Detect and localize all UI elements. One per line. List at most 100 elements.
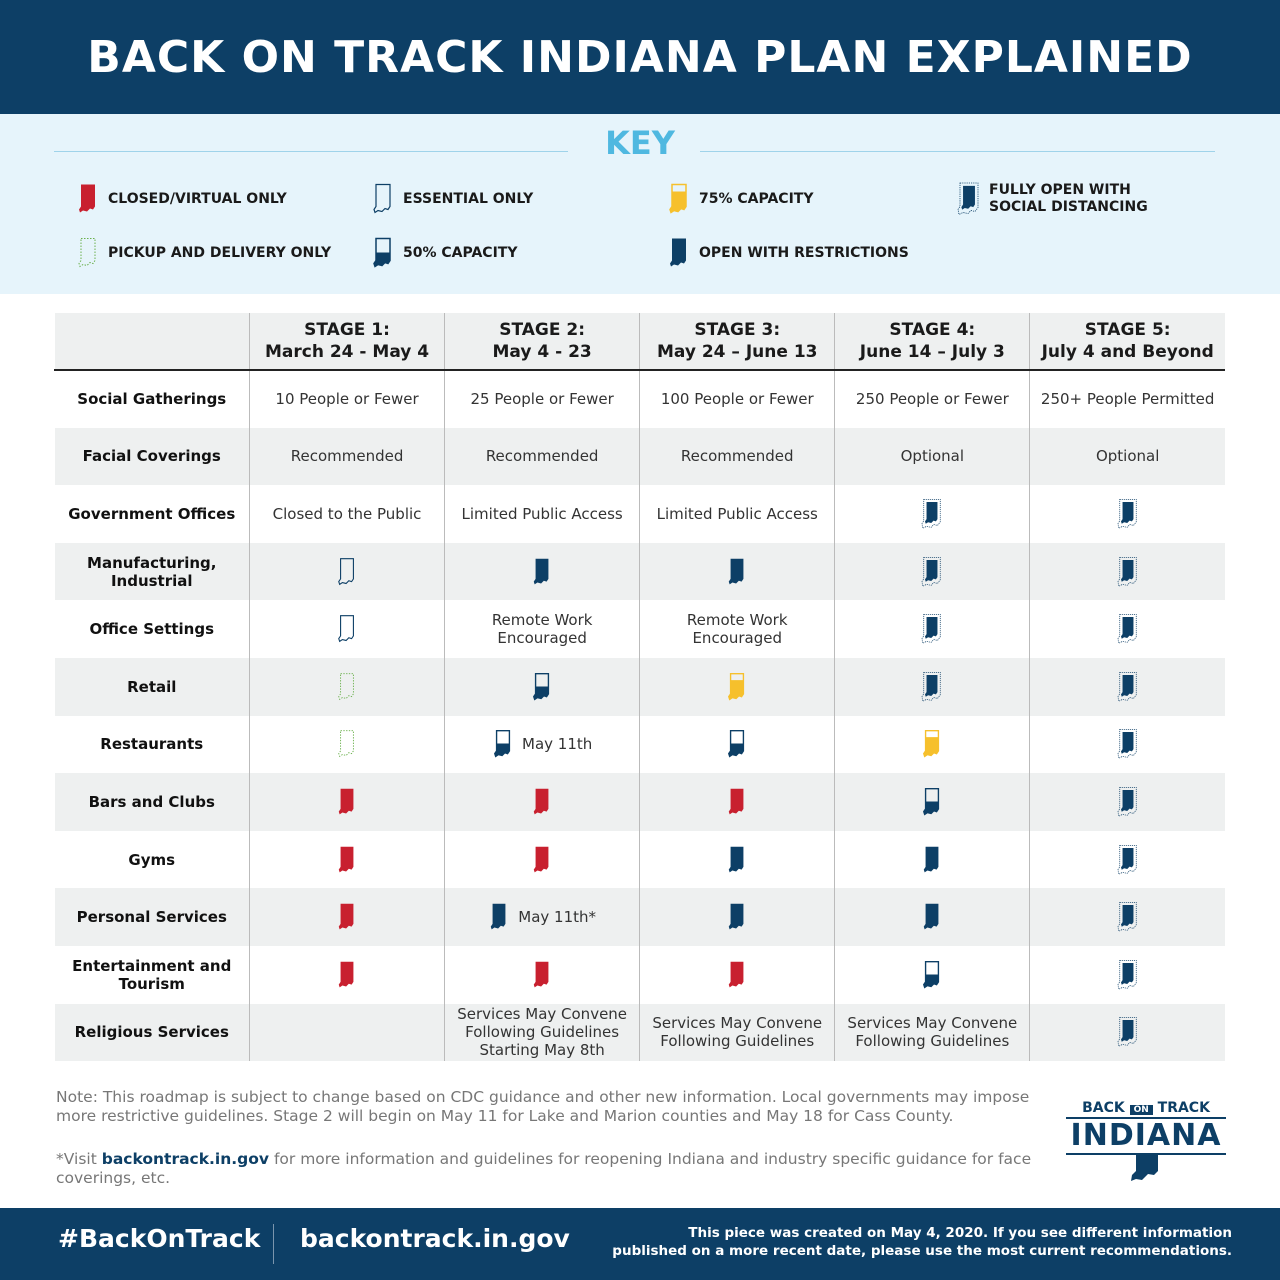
stage-name: STAGE 3: xyxy=(694,320,781,340)
key-label: ESSENTIAL ONLY xyxy=(403,190,534,207)
row-label: Facial Coverings xyxy=(54,427,250,486)
stage-cell: Optional xyxy=(834,427,1030,486)
cell-text: May 11th* xyxy=(518,908,597,927)
visit-suffix: for more information and guidelines for … xyxy=(56,1150,1032,1187)
footer-url[interactable]: backontrack.in.gov xyxy=(300,1224,570,1253)
stage-cell xyxy=(834,542,1030,601)
stage-cell xyxy=(1029,542,1225,601)
page-header: BACK ON TRACK INDIANA PLAN EXPLAINED xyxy=(0,0,1280,114)
indiana-restricted-icon xyxy=(670,238,686,267)
indiana-closed-icon xyxy=(338,903,354,930)
table-row: Personal Services May 11th* xyxy=(54,888,1225,946)
cell-text: Remote Work Encouraged xyxy=(491,611,593,648)
stage-name: STAGE 4: xyxy=(889,320,976,340)
indiana-closed-icon xyxy=(533,788,549,815)
indiana-closed-icon xyxy=(338,961,354,988)
disclaimer: This piece was created on May 4, 2020. I… xyxy=(612,1224,1232,1260)
cell-text: Optional xyxy=(900,447,965,466)
stage-cell xyxy=(248,830,445,889)
stage-cell xyxy=(639,542,835,601)
indiana-half-icon xyxy=(493,730,511,758)
indiana-q75-icon xyxy=(728,672,745,701)
table-row: Bars and Clubs xyxy=(54,773,1225,831)
stage-header-5: STAGE 5: July 4 and Beyond xyxy=(1029,313,1225,371)
indiana-full-icon xyxy=(1117,671,1137,702)
key-panel: KEY CLOSED/VIRTUAL ONLY ESSENTIAL ONLY 75%… xyxy=(0,114,1280,294)
cell-text: 25 People or Fewer xyxy=(470,390,614,409)
stage-cell: Services May Convene Following Guideline… xyxy=(444,1003,640,1062)
indiana-restricted-icon xyxy=(924,846,939,872)
key-label: CLOSED/VIRTUAL ONLY xyxy=(108,190,287,207)
visit-link[interactable]: backontrack.in.gov xyxy=(101,1150,270,1168)
stage-cell xyxy=(639,830,835,889)
cell-text: Limited Public Access xyxy=(656,504,818,523)
stage-cell xyxy=(1029,485,1225,543)
table-row: Religious Services Services May Convene F… xyxy=(54,1003,1225,1062)
stage-cell xyxy=(639,773,835,831)
indiana-essential-icon xyxy=(338,557,355,585)
stage-header-0 xyxy=(54,313,250,371)
stage-cell: May 11th* xyxy=(444,888,640,946)
stage-cell: 250 People or Fewer xyxy=(834,370,1030,428)
stage-cell xyxy=(834,773,1030,831)
indiana-half-icon xyxy=(923,787,940,816)
cell-text: Remote Work Encouraged xyxy=(686,611,788,648)
key-item-closed: CLOSED/VIRTUAL ONLY xyxy=(76,180,287,218)
row-label: Religious Services xyxy=(54,1003,250,1062)
row-label: Government Offices xyxy=(68,504,236,523)
indiana-restricted-icon xyxy=(728,903,744,930)
cell-text: Limited Public Access xyxy=(461,504,623,523)
key-label: PICKUP AND DELIVERY ONLY xyxy=(108,244,332,261)
stage-cell xyxy=(834,945,1030,1004)
indiana-restricted-icon xyxy=(533,558,549,584)
key-item-full: FULLY OPEN WITH SOCIAL DISTANCING xyxy=(957,180,1187,218)
logo-indiana: INDIANA xyxy=(1066,1119,1226,1155)
indiana-full-icon xyxy=(921,671,941,702)
key-label: OPEN WITH RESTRICTIONS xyxy=(699,244,909,261)
indiana-full-icon xyxy=(1117,902,1137,932)
hashtag: #BackOnTrack xyxy=(58,1224,261,1253)
divider xyxy=(700,151,1215,152)
stage-cell xyxy=(444,830,640,889)
stage-cell xyxy=(1029,945,1225,1004)
stage-dates: May 4 - 23 xyxy=(492,342,592,362)
stage-cell xyxy=(834,600,1030,658)
row-label: Personal Services xyxy=(54,888,250,946)
stage-cell: 100 People or Fewer xyxy=(639,370,835,428)
back-on-track-logo: BACK ON TRACK INDIANA xyxy=(1066,1100,1226,1185)
stage-cell: Recommended xyxy=(248,427,445,486)
table-row: Office Settings Remote Work Encouraged Rem… xyxy=(55,600,1225,658)
cell-text: 250+ People Permitted xyxy=(1040,390,1215,409)
cell-text: Services May Convene Following Guideline… xyxy=(847,1014,1018,1051)
indiana-half-icon xyxy=(728,730,745,758)
key-item-essential: ESSENTIAL ONLY xyxy=(371,180,533,218)
cell-text: Recommended xyxy=(485,447,599,466)
stage-cell: 25 People or Fewer xyxy=(444,370,640,428)
logo-on: ON xyxy=(1129,1105,1153,1115)
stage-cell xyxy=(1029,715,1225,774)
indiana-half-icon xyxy=(533,672,550,701)
indiana-restricted-icon xyxy=(728,558,744,584)
logo-back: BACK xyxy=(1082,1100,1125,1116)
cell-text: May 11th xyxy=(522,735,593,754)
cell-text: Optional xyxy=(1095,447,1160,466)
stage-cell xyxy=(444,773,640,831)
row-label: Office Settings xyxy=(89,620,215,639)
key-item-q75: 75% CAPACITY xyxy=(667,180,813,218)
stage-dates: June 14 – July 3 xyxy=(859,342,1005,362)
stage-cell xyxy=(444,542,640,601)
visit-text: *Visit backontrack.in.gov for more infor… xyxy=(56,1150,1036,1188)
visit-prefix: *Visit xyxy=(56,1150,102,1168)
row-label: Manufacturing, Industrial xyxy=(54,542,250,601)
table-row: Government Offices Closed to the Public Li… xyxy=(55,485,1225,543)
indiana-half-icon xyxy=(373,237,391,268)
indiana-essential-icon xyxy=(338,615,355,643)
indiana-full-icon xyxy=(921,498,941,529)
indiana-full-icon xyxy=(921,614,941,644)
stage-cell xyxy=(834,715,1030,774)
table-row: Retail xyxy=(54,657,1225,716)
stage-cell xyxy=(1029,600,1225,658)
stage-header-4: STAGE 4: June 14 – July 3 xyxy=(834,313,1030,371)
indiana-closed-icon xyxy=(338,788,354,815)
stage-cell: Services May Convene Following Guideline… xyxy=(639,1003,835,1062)
